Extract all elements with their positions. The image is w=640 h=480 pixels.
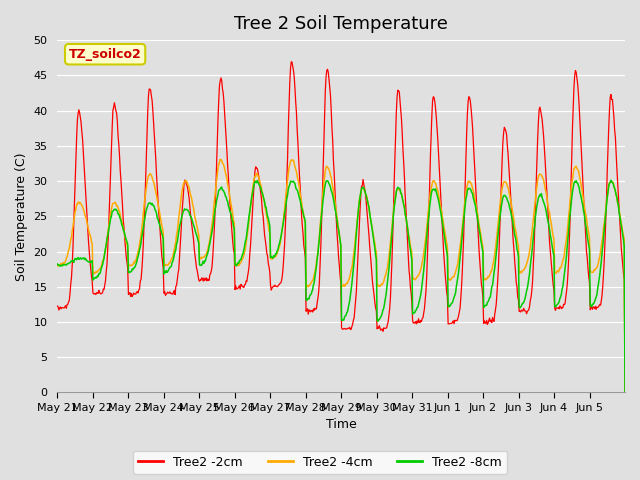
X-axis label: Time: Time xyxy=(326,419,356,432)
Legend: Tree2 -2cm, Tree2 -4cm, Tree2 -8cm: Tree2 -2cm, Tree2 -4cm, Tree2 -8cm xyxy=(133,451,507,474)
Text: TZ_soilco2: TZ_soilco2 xyxy=(68,48,141,61)
Y-axis label: Soil Temperature (C): Soil Temperature (C) xyxy=(15,152,28,280)
Title: Tree 2 Soil Temperature: Tree 2 Soil Temperature xyxy=(234,15,448,33)
